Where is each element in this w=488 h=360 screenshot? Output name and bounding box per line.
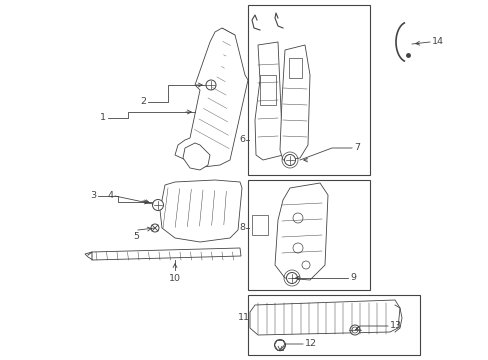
- Text: 7: 7: [353, 144, 359, 153]
- Bar: [288, 58, 302, 78]
- Polygon shape: [280, 45, 309, 160]
- Circle shape: [205, 80, 216, 90]
- Polygon shape: [274, 183, 327, 280]
- Text: 12: 12: [305, 339, 316, 348]
- Circle shape: [152, 199, 163, 211]
- Circle shape: [274, 339, 285, 351]
- Text: 1: 1: [100, 113, 106, 122]
- Text: 5: 5: [133, 232, 139, 241]
- Text: 3: 3: [90, 192, 96, 201]
- Circle shape: [284, 154, 295, 166]
- Polygon shape: [249, 300, 399, 335]
- Polygon shape: [85, 248, 241, 260]
- Polygon shape: [160, 180, 242, 242]
- Text: 6: 6: [239, 135, 244, 144]
- Polygon shape: [254, 42, 283, 160]
- Text: 11: 11: [238, 314, 249, 323]
- Bar: [247, 180, 369, 290]
- Circle shape: [286, 273, 297, 284]
- Polygon shape: [183, 143, 209, 170]
- Bar: [251, 215, 267, 235]
- Circle shape: [349, 325, 359, 335]
- Bar: [247, 5, 369, 175]
- Text: 2: 2: [140, 98, 146, 107]
- Polygon shape: [175, 28, 247, 168]
- Text: 4: 4: [107, 192, 113, 201]
- Bar: [260, 75, 275, 105]
- Text: 13: 13: [389, 321, 401, 330]
- Text: 10: 10: [169, 274, 181, 283]
- Text: 14: 14: [431, 37, 443, 46]
- Text: 9: 9: [349, 274, 355, 283]
- Bar: [247, 295, 419, 355]
- Text: 8: 8: [239, 224, 244, 233]
